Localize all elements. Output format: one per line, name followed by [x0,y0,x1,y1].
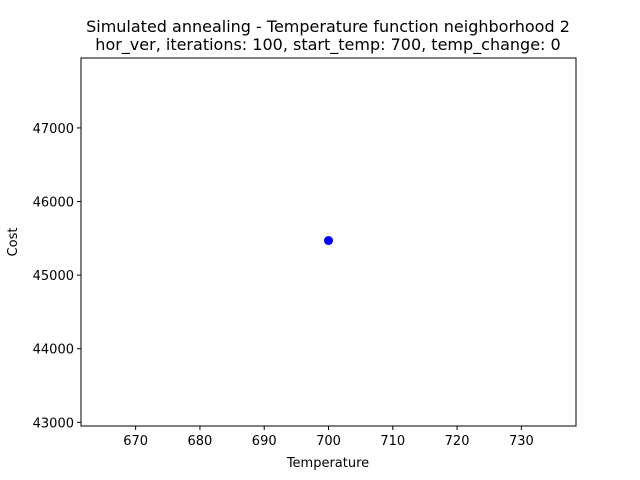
y-axis: 43000 44000 45000 46000 47000 [33,122,81,431]
chart-title-line-1: Simulated annealing - Temperature functi… [86,17,570,36]
x-tick-label: 730 [509,434,534,449]
chart-title-line-2: hor_ver, iterations: 100, start_temp: 70… [95,35,560,55]
x-tick-label: 690 [252,434,277,449]
x-tick-label: 680 [188,434,213,449]
y-tick-label: 47000 [33,122,74,137]
x-tick-label: 720 [445,434,470,449]
x-axis: 670 680 690 700 710 720 730 [123,426,534,449]
y-tick-label: 44000 [33,343,74,358]
y-axis-label: Cost [6,228,21,257]
y-tick-label: 46000 [33,196,74,211]
x-tick-label: 700 [316,434,341,449]
scatter-points [324,236,333,246]
x-tick-label: 670 [123,434,148,449]
y-tick-label: 45000 [33,269,74,284]
x-axis-label: Temperature [286,456,369,471]
x-tick-label: 710 [380,434,405,449]
y-tick-label: 43000 [33,416,74,431]
data-point [324,236,333,246]
